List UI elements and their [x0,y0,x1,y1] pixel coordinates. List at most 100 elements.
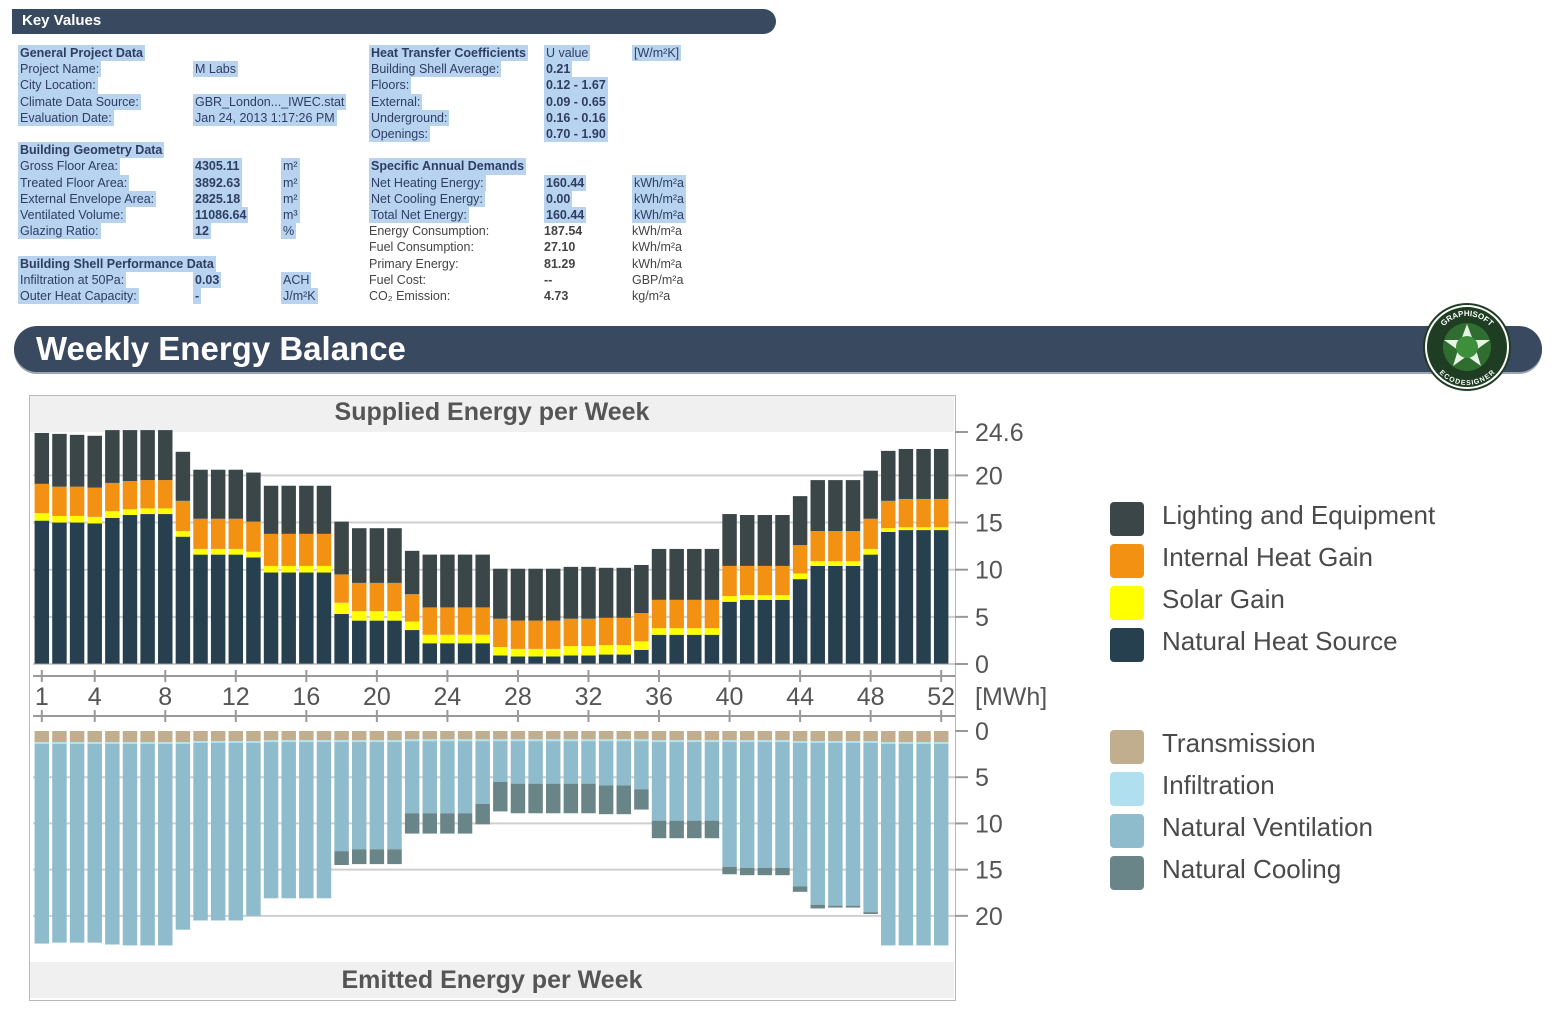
emitted-bar-transmission [545,731,561,740]
emitted-bar-transmission [704,731,720,741]
emitted-bar-natural-ventilation [316,742,332,899]
supplied-bar-natural-heat-source [122,514,138,664]
supplied-bar-solar-gain [863,548,878,555]
supplied-y-tick-label: 10 [975,557,1003,585]
general-header: General Project Data [18,45,145,62]
supplied-bar-natural-heat-source [246,557,261,664]
chart-frame [29,395,956,1001]
supplied-bar-internal-heat-gain [87,487,102,517]
supplied-bar-natural-heat-source [775,599,790,664]
supplied-bar-natural-heat-source [387,620,402,664]
section-banner: Weekly Energy Balance [14,326,1542,372]
emitted-bar-transmission [916,731,931,743]
legend-item: Transmission [1110,728,1530,766]
emitted-bar-natural-ventilation [158,743,173,946]
emitted-bar-transmission [440,731,455,740]
legend-swatch [1110,730,1144,764]
supplied-bar-solar-gain [828,561,843,566]
emitted-bar-natural-ventilation [105,743,120,945]
supplied-bar-solar-gain [493,647,508,656]
emitted-bar-natural-ventilation [528,741,543,784]
geometry-label: Treated Floor Area: [18,174,130,191]
supplied-y-tick-label: 0 [975,651,989,679]
emitted-bar-transmission [281,731,296,741]
supplied-bar-solar-gain [669,628,684,635]
emitted-bar-infiltration [687,740,702,743]
emitted-bar-transmission [193,731,208,742]
emitted-bar-natural-cooling [369,849,385,865]
emitted-bar-infiltration [228,741,244,744]
supplied-bar-natural-heat-source [87,523,102,664]
supplied-bar-lighting-and-equipment [316,485,332,534]
demand-label: Total Net Energy: [369,207,469,224]
supplied-bar-natural-heat-source [704,634,720,664]
supplied-bar-internal-heat-gain [369,582,385,612]
geometry-value: 12 [193,223,211,240]
emitted-bar-transmission [175,731,191,743]
demand-unit: GBP/m²a [632,272,684,287]
x-tick-label: 4 [88,683,102,711]
supplied-bar-lighting-and-equipment [87,435,102,488]
supplied-bar-solar-gain [316,565,332,573]
emitted-bar-natural-ventilation [475,741,490,805]
emitted-bar-natural-ventilation [69,743,85,943]
geometry-value: 11086.64 [193,207,249,224]
emitted-bar-natural-cooling [352,849,367,865]
emitted-bar-natural-ventilation [792,743,808,887]
supplied-bar-internal-heat-gain [687,599,702,629]
emitted-bar-infiltration [34,742,50,744]
supplied-bar-lighting-and-equipment [845,480,861,532]
unit-label: [MWh] [975,683,1047,711]
shell-unit: J/m²K [281,288,318,305]
legend-item: Natural Ventilation [1110,812,1530,850]
demand-label: Net Cooling Energy: [369,190,485,207]
supplied-bar-internal-heat-gain [598,617,614,646]
emitted-bar-transmission [933,731,949,743]
supplied-bar-solar-gain [122,509,138,515]
x-tick-label: 44 [786,683,814,711]
supplied-bar-internal-heat-gain [210,518,226,549]
geometry-label: Gross Floor Area: [18,158,120,175]
supplied-bar-solar-gain [228,548,244,555]
supplied-bar-lighting-and-equipment [475,554,490,608]
supplied-bar-lighting-and-equipment [34,432,50,484]
supplied-bar-internal-heat-gain [722,565,737,597]
x-tick-label: 48 [857,683,885,711]
emitted-bar-transmission [457,731,473,740]
demand-label: CO₂ Emission: [369,289,451,303]
supplied-bar-solar-gain [616,645,631,655]
supplied-bar-lighting-and-equipment [828,480,843,532]
supplied-bar-solar-gain [881,528,896,532]
legend-item: Natural Cooling [1110,854,1530,892]
demand-value: 0.00 [544,190,573,207]
emitted-bar-transmission [246,731,261,742]
supplied-bar-internal-heat-gain [122,481,138,510]
emitted-bar-transmission [105,731,120,743]
supplied-bar-natural-heat-source [916,530,931,664]
emitted-bar-transmission [739,731,755,741]
general-value: M Labs [193,61,238,78]
supplied-bar-lighting-and-equipment [493,568,508,619]
emitted-bar-natural-ventilation [863,743,878,913]
emitted-bar-infiltration [634,739,649,742]
x-tick-label: 16 [292,683,320,711]
supplied-bar-internal-heat-gain [933,498,949,528]
supplied-bar-lighting-and-equipment [263,485,279,534]
emitted-bar-infiltration [722,740,737,743]
emitted-bar-natural-cooling [775,867,790,876]
emitted-bar-transmission [404,731,420,740]
emitted-bar-natural-ventilation [299,742,314,899]
geometry-label: Glazing Ratio: [18,223,101,240]
shell-label: Outer Heat Capacity: [18,288,139,305]
emitted-bar-natural-cooling [545,783,561,814]
supplied-bar-solar-gain [598,645,614,655]
supplied-bar-lighting-and-equipment [545,568,561,621]
emitted-bar-natural-cooling [792,886,808,892]
demand-label: Primary Energy: [369,256,459,271]
supplied-bar-natural-heat-source [34,520,50,664]
emitted-bar-transmission [87,731,102,743]
general-label: Climate Data Source: [18,93,141,110]
supplied-bar-solar-gain [404,621,420,631]
supplied-bar-lighting-and-equipment [687,548,702,600]
